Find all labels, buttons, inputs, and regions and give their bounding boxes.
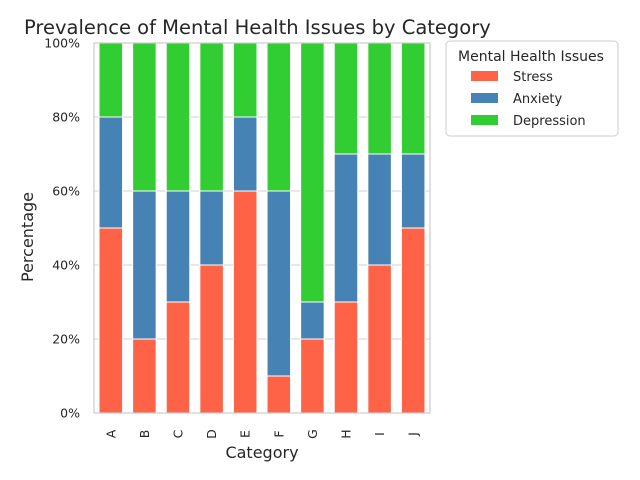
x-tick-label: E: [238, 430, 253, 438]
y-tick-label: 60%: [52, 184, 80, 199]
legend-label-depression: Depression: [513, 114, 586, 129]
bar-stress-E: [232, 190, 258, 414]
bar-anxiety-A: [98, 116, 124, 229]
x-tick-label: F: [271, 430, 286, 437]
legend: Mental Health Issues Stress Anxiety Depres…: [445, 40, 619, 137]
bar-anxiety-H: [333, 153, 359, 303]
x-tick-label: J: [406, 432, 421, 437]
bar-stress-G: [300, 338, 325, 414]
bar-stress-F: [266, 375, 292, 414]
legend-label-stress: Stress: [513, 70, 553, 85]
x-tick-label: B: [137, 430, 152, 439]
legend-frame: [445, 40, 619, 137]
bar-depression-C: [165, 42, 191, 192]
bar-stress-D: [199, 264, 224, 414]
bar-anxiety-F: [266, 190, 292, 377]
bar-anxiety-D: [199, 190, 224, 266]
bar-anxiety-G: [300, 301, 325, 340]
legend-swatch-depression: [471, 115, 498, 125]
legend-title: Mental Health Issues: [458, 49, 604, 65]
bar-anxiety-B: [132, 190, 157, 340]
bar-depression-I: [367, 42, 392, 155]
bar-depression-B: [132, 42, 157, 192]
legend-label-anxiety: Anxiety: [513, 92, 563, 107]
bar-depression-E: [232, 42, 258, 118]
bar-stress-H: [333, 301, 359, 414]
x-axis-label: Category: [225, 443, 298, 462]
bar-anxiety-J: [400, 153, 426, 229]
bar-depression-H: [333, 42, 359, 155]
bars: [98, 42, 426, 414]
bar-depression-F: [266, 42, 292, 192]
bar-anxiety-I: [367, 153, 392, 266]
y-tick-label: 100%: [44, 36, 80, 51]
y-tick-label: 20%: [52, 332, 80, 347]
x-tick-label: H: [339, 429, 354, 438]
chart-title: Prevalence of Mental Health Issues by Ca…: [24, 16, 491, 39]
bar-depression-G: [300, 42, 325, 303]
x-tick-label: D: [204, 429, 219, 439]
bar-depression-J: [400, 42, 426, 155]
y-tick-labels: 0% 20% 40% 60% 80% 100%: [44, 36, 80, 421]
y-tick-label: 40%: [52, 258, 80, 273]
bar-anxiety-E: [232, 116, 258, 192]
bar-stress-C: [165, 301, 191, 414]
legend-swatch-stress: [471, 71, 498, 81]
bar-stress-A: [98, 227, 124, 414]
bar-stress-B: [132, 338, 157, 414]
bar-depression-D: [199, 42, 224, 192]
x-tick-label: A: [103, 429, 118, 438]
legend-swatch-anxiety: [471, 93, 498, 103]
x-tick-label: I: [372, 432, 387, 436]
bar-stress-J: [400, 227, 426, 414]
bar-anxiety-C: [165, 190, 191, 303]
y-tick-label: 80%: [52, 110, 80, 125]
y-axis-label: Percentage: [18, 192, 37, 282]
x-tick-label: G: [305, 429, 320, 439]
x-tick-label: C: [171, 429, 186, 438]
bar-stress-I: [367, 264, 392, 414]
plot-frame: [93, 42, 431, 414]
axes-frame: [93, 42, 431, 414]
x-tick-labels: A B C D E F G H I J: [103, 429, 420, 439]
y-tick-label: 0%: [60, 406, 80, 421]
bar-depression-A: [98, 42, 124, 118]
